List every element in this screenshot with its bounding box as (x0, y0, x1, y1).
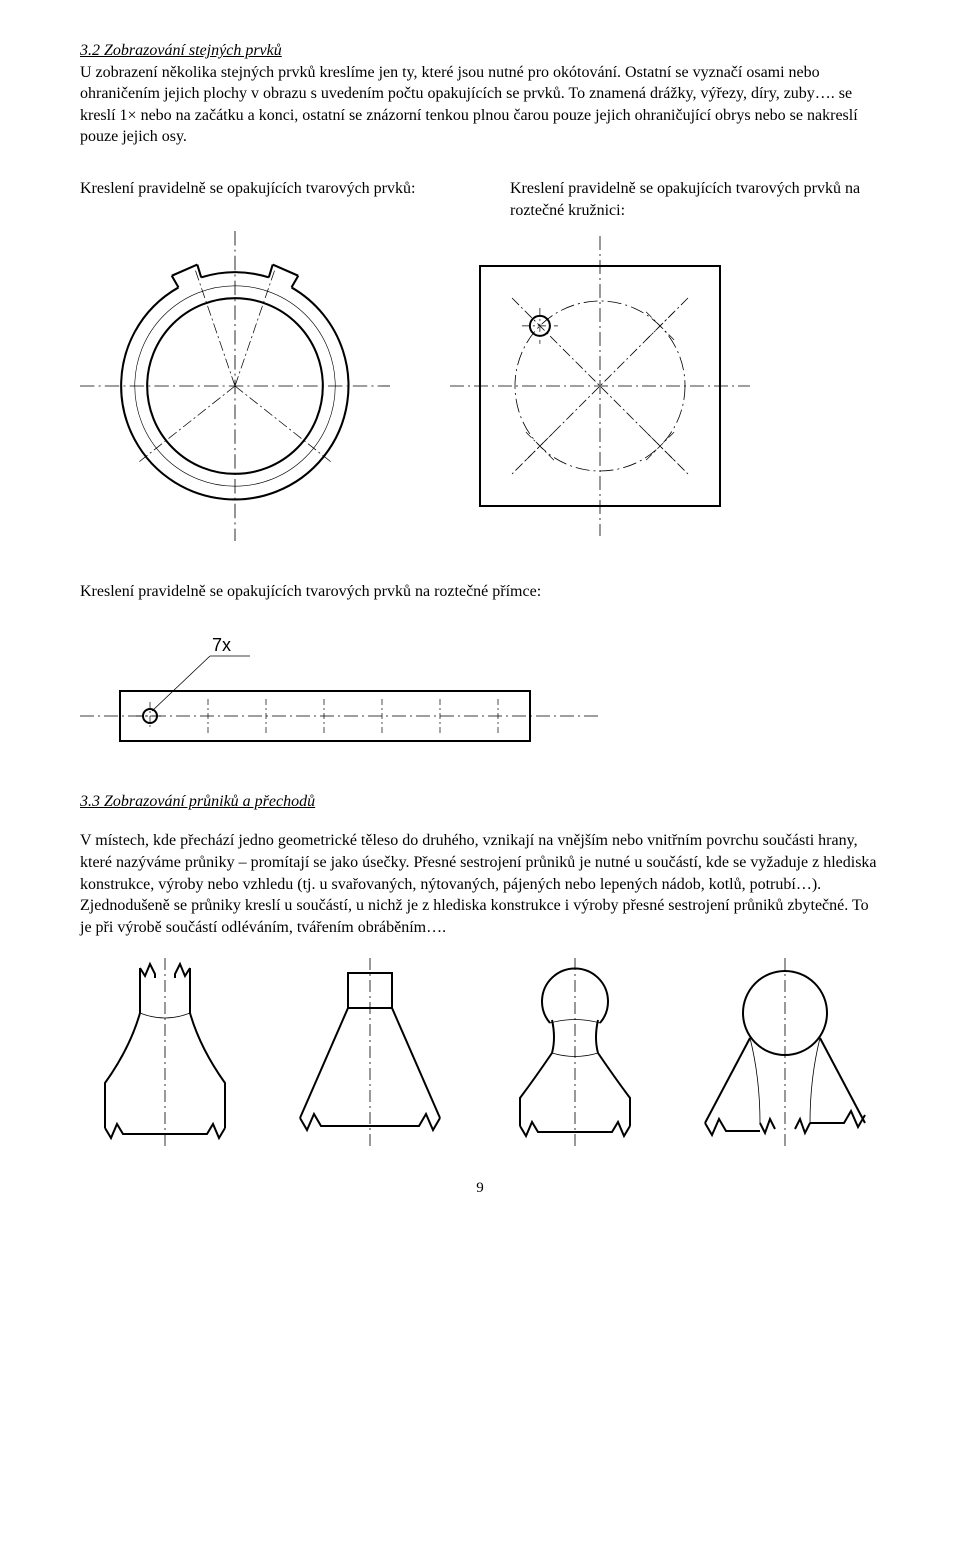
section-3-3-title: 3.3 Zobrazování průniků a přechodů (80, 793, 315, 810)
figure-intersection-b (280, 958, 460, 1148)
caption-right: Kreslení pravidelně se opakujících tvaro… (510, 178, 880, 221)
section-3-2-title: 3.2 Zobrazování stejných prvků (80, 42, 282, 59)
section-3-2: 3.2 Zobrazování stejných prvků U zobraze… (80, 40, 880, 148)
figures-row-1 (80, 231, 880, 541)
caption-linear: Kreslení pravidelně se opakujících tvaro… (80, 581, 880, 603)
figure-intersection-c (490, 958, 660, 1148)
section-3-2-body: U zobrazení několika stejných prvků kres… (80, 64, 858, 146)
figures-row-2 (80, 958, 880, 1148)
figure-square-pitch (450, 236, 750, 536)
section-3-3-body: V místech, kde přechází jedno geometrick… (80, 830, 880, 938)
linear-count-label: 7x (212, 635, 231, 655)
figure-linear-pitch: 7x (80, 621, 600, 761)
captions-row: Kreslení pravidelně se opakujících tvaro… (80, 178, 880, 221)
figure-ring (80, 231, 390, 541)
caption-left: Kreslení pravidelně se opakujících tvaro… (80, 178, 450, 221)
section-3-3: 3.3 Zobrazování průniků a přechodů (80, 791, 880, 813)
page-number: 9 (80, 1178, 880, 1198)
figure-intersection-a (80, 958, 250, 1148)
figure-intersection-d (690, 958, 880, 1148)
